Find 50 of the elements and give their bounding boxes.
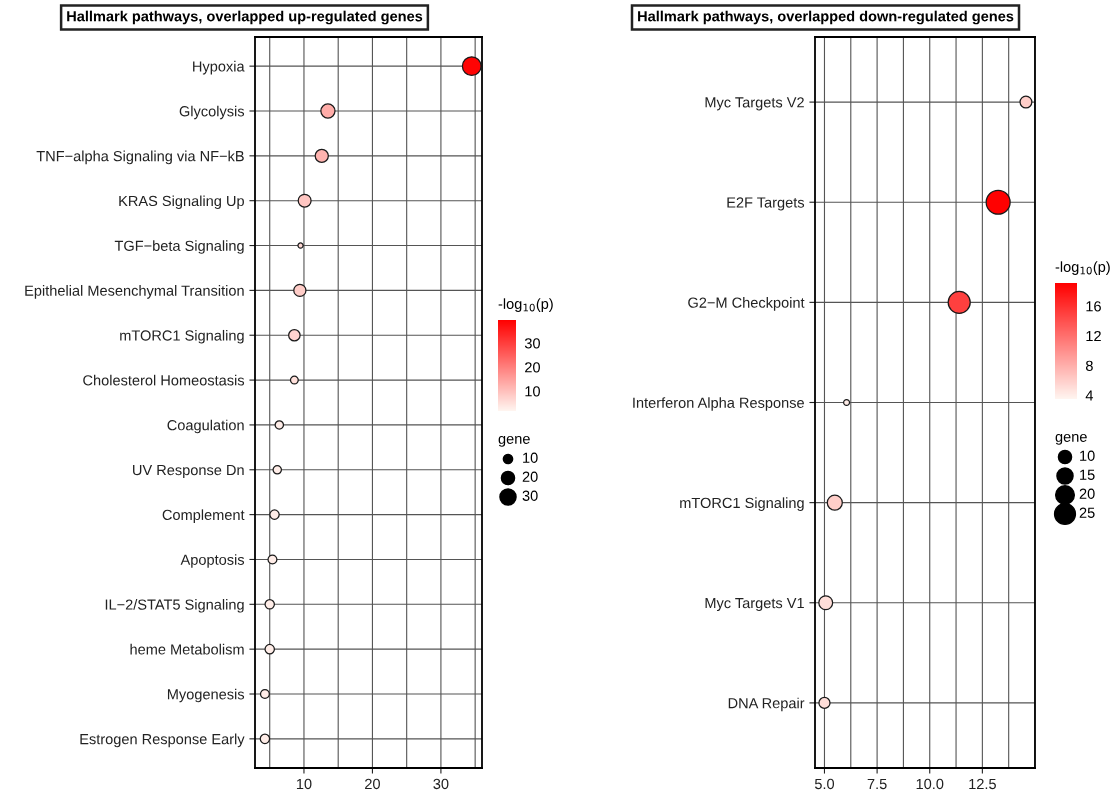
x-tick-label: 30 [433,778,449,790]
x-tick-label: 10.0 [916,778,944,790]
y-tick-label: Cholesterol Homeostasis [83,374,245,386]
y-tick-label: Coagulation [167,419,244,434]
y-tick-label: Complement [162,509,245,523]
color-bar-label: 4 [1085,390,1094,401]
y-tick-label: TNF−alpha Signaling via NF−kB [36,150,244,165]
x-tick-label: 12.5 [969,778,996,790]
y-tick-label: Epithelial Mesenchymal Transition [25,285,244,299]
y-tick-label: heme Metabolism [130,643,244,655]
y-tick-label: mTORC1 Signaling [680,497,804,511]
x-tick-label: 7.5 [867,778,887,790]
chart-title: Hallmark pathways, overlapped down-regulated genes [638,10,1014,25]
legend-title: gene [498,435,530,447]
y-tick-label: Estrogen Response Early [80,733,245,748]
color-bar-label: 12 [1086,330,1101,342]
y-tick-label: UV Response Dn [133,465,244,479]
y-tick-label: TGF−beta Signaling [114,240,244,254]
legend-title: gene [1055,433,1087,445]
legend-label: 25 [1079,507,1095,518]
legend-label: 10 [523,452,538,463]
legend-label: 20 [1079,488,1095,499]
x-tick-label: 5.0 [814,778,835,790]
y-tick-label: DNA Repair [728,697,805,712]
legend-label: 20 [522,471,538,482]
x-tick-label: 20 [365,778,380,790]
y-tick-label: mTORC1 Signaling [120,329,244,344]
y-tick-label: KRAS Signaling Up [119,195,244,209]
y-tick-label: IL−2/STAT5 Signaling [105,599,244,613]
y-tick-label: Myogenesis [167,688,245,703]
legend-label: 30 [522,490,538,501]
y-tick-label: Hypoxia [193,60,245,75]
color-bar-title: -log$_{10}$(p) [498,298,553,312]
legend-label: 15 [1080,469,1095,480]
color-bar-label: 16 [1086,301,1101,312]
color-bar-title: -log$_{10}$(p) [1055,261,1110,275]
y-tick-label: Myc Targets V2 [705,97,804,111]
y-tick-label: G2−M Checkpoint [688,297,805,311]
chart-title: Hallmark pathways, overlapped up-regulated genes [67,10,423,25]
y-tick-label: Interferon Alpha Response [633,397,804,411]
color-bar-label: 20 [525,362,540,373]
x-tick-label: 10 [296,778,312,790]
color-bar-label: 10 [525,386,540,397]
color-bar-label: 30 [524,338,540,349]
y-tick-label: Apoptosis [180,554,245,568]
y-tick-label: Glycolysis [179,105,245,120]
legend-label: 10 [1080,450,1095,461]
y-tick-label: Myc Targets V1 [705,598,804,612]
color-bar-label: 8 [1085,360,1093,371]
y-tick-label: E2F Targets [727,197,805,211]
